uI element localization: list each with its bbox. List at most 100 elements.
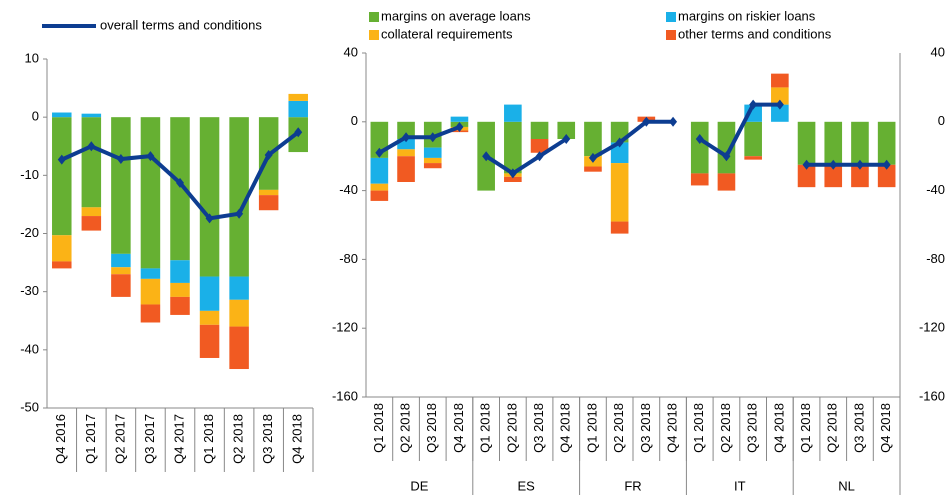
- marker: [562, 134, 571, 144]
- legend-swatch: [369, 30, 379, 40]
- bar-segment: [81, 117, 102, 208]
- marker: [375, 147, 384, 158]
- bar-segment: [111, 253, 131, 268]
- marker: [695, 134, 704, 144]
- bar-segment: [824, 121, 843, 165]
- bar-segment: [717, 173, 736, 191]
- group-label: NL: [838, 478, 855, 493]
- bar-segment: [690, 121, 709, 174]
- bar-segment: [370, 183, 389, 191]
- bar-segment: [877, 164, 896, 188]
- bar-segment: [423, 157, 442, 164]
- marker: [57, 154, 66, 165]
- group-label: IT: [734, 478, 746, 493]
- x-tick-label: Q4 2018: [558, 403, 573, 453]
- x-tick-label: Q4 2018: [451, 403, 466, 453]
- bar-segment: [170, 260, 190, 283]
- bar-segment: [504, 176, 522, 182]
- legend-label: other terms and conditions: [678, 26, 832, 41]
- bar-segment: [81, 207, 102, 217]
- bar-segment: [140, 268, 161, 279]
- line: [378, 125, 461, 155]
- x-tick-label: Q4 2018: [771, 403, 786, 453]
- bar-segment: [199, 117, 220, 277]
- bar-segment: [610, 142, 629, 164]
- legend-label: margins on riskier loans: [678, 8, 816, 23]
- x-tick-label: Q1 2018: [478, 403, 493, 453]
- marker: [722, 151, 731, 162]
- x-tick-label: Q2 2018: [397, 403, 412, 453]
- marker: [855, 159, 864, 170]
- x-tick-label: Q1 2018: [798, 403, 813, 453]
- marker: [482, 151, 491, 162]
- bar-segment: [744, 121, 762, 157]
- bar-segment: [504, 104, 522, 122]
- y-tick-label: -10: [20, 167, 39, 182]
- bar-segment: [610, 163, 629, 222]
- marker: [508, 168, 517, 179]
- bar-segment: [52, 117, 72, 236]
- group-label: ES: [518, 478, 536, 493]
- y-tick-label: 0: [351, 113, 358, 128]
- marker: [802, 159, 811, 170]
- bar-segment: [199, 310, 220, 325]
- y-tick-label: -40: [339, 182, 358, 197]
- marker: [455, 121, 464, 132]
- bar-segment: [584, 121, 602, 157]
- bar-segment: [824, 164, 843, 188]
- bar-segment: [229, 117, 249, 277]
- y2-tick-label: 0: [938, 113, 945, 128]
- bar-segment: [397, 156, 415, 182]
- x-tick-label: Q2 2018: [825, 403, 840, 453]
- y2-tick-label: -40: [926, 182, 945, 197]
- marker: [146, 151, 155, 162]
- marker: [749, 99, 758, 110]
- line: [698, 102, 780, 160]
- marker: [535, 151, 544, 162]
- y2-tick-label: -120: [919, 320, 945, 335]
- legend-label: collateral requirements: [381, 26, 513, 41]
- bar-segment: [288, 100, 308, 118]
- marker: [428, 132, 437, 143]
- legend-swatch: [666, 12, 676, 22]
- marker: [264, 149, 273, 160]
- bar-segment: [111, 117, 131, 254]
- bar-segment: [111, 274, 131, 297]
- x-tick-label: Q3 2018: [638, 403, 653, 453]
- bar-segment: [140, 278, 161, 305]
- bar-segment: [52, 235, 72, 262]
- y-tick-label: -80: [339, 251, 358, 266]
- y-tick-label: 10: [25, 50, 39, 65]
- legend-label: overall terms and conditions: [100, 17, 262, 32]
- y-tick-label: 0: [32, 109, 39, 124]
- legend-swatch: [666, 30, 676, 40]
- x-tick-label: Q3 2018: [851, 403, 866, 453]
- marker: [402, 132, 411, 143]
- bar-segment: [397, 149, 415, 157]
- marker: [615, 137, 624, 148]
- y-tick-label: -160: [332, 388, 358, 403]
- bar-segment: [504, 121, 522, 174]
- x-tick-label: Q4 2017: [171, 414, 186, 464]
- bar-segment: [797, 121, 816, 165]
- marker: [235, 208, 244, 219]
- x-tick-label: Q3 2018: [260, 414, 275, 464]
- x-tick-label: Q4 2016: [53, 414, 68, 464]
- bar-segment: [397, 121, 415, 139]
- x-tick-label: Q1 2018: [201, 414, 216, 464]
- x-tick-label: Q2 2018: [718, 403, 733, 453]
- bar-segment: [170, 296, 190, 315]
- bar-segment: [258, 195, 279, 211]
- bar-segment: [140, 117, 161, 269]
- legend-swatch: [369, 12, 379, 22]
- y-tick-label: 40: [344, 44, 358, 59]
- bar-segment: [370, 157, 389, 184]
- bar-segment: [610, 221, 629, 234]
- x-tick-label: Q1 2017: [83, 414, 98, 464]
- bar-segment: [771, 87, 789, 105]
- y-tick-label: -30: [20, 283, 39, 298]
- bar-segment: [229, 326, 249, 370]
- bar-segment: [851, 121, 869, 165]
- marker: [882, 159, 891, 170]
